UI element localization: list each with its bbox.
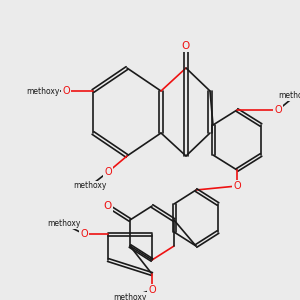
Text: methoxy: methoxy (278, 92, 300, 100)
Text: methoxy: methoxy (73, 182, 107, 190)
Text: O: O (148, 285, 156, 295)
Text: methoxy: methoxy (26, 86, 60, 95)
Text: O: O (182, 41, 190, 51)
Text: O: O (104, 201, 112, 211)
Text: O: O (80, 229, 88, 239)
Text: O: O (233, 181, 241, 191)
Text: methoxy: methoxy (113, 292, 147, 300)
Text: O: O (274, 105, 282, 115)
Text: O: O (62, 86, 70, 96)
Text: O: O (104, 167, 112, 177)
Text: methoxy: methoxy (47, 220, 81, 229)
